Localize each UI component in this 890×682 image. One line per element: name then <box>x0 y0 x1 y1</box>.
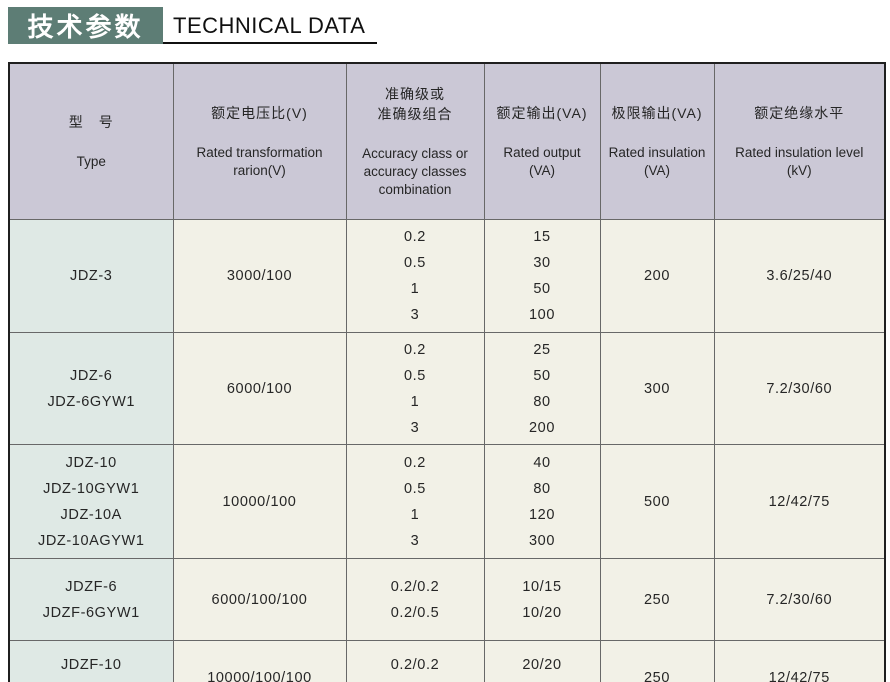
col-header-voltage-ratio-zh: 额定电压比(V) <box>211 105 308 122</box>
col-header-accuracy-class-zh: 准确级或 准确级组合 <box>377 86 453 123</box>
cell-types: JDZ-6 JDZ-6GYW1 <box>8 332 174 446</box>
col-header-rated-output-en: Rated output (VA) <box>503 144 581 178</box>
col-header-rated-output: 额定输出(VA) Rated output (VA) <box>483 62 601 221</box>
cell-voltage-ratio: 6000/100 <box>172 332 347 446</box>
table-header-row: 型 号 Type 额定电压比(V) Rated transformation r… <box>8 62 886 221</box>
cell-rated-output: 25 50 80 200 <box>483 332 601 446</box>
table-body: JDZ-3 3000/100 0.2 0.5 1 3 15 30 50 100 200 3… <box>8 219 886 682</box>
col-header-limit-output-en: Rated insulation (VA) <box>608 144 706 178</box>
col-header-type-zh: 型 号 <box>68 114 114 131</box>
cell-limit-output: 250 <box>599 558 715 642</box>
page-header: 技术参数 TECHNICAL DATA <box>8 6 884 44</box>
cell-voltage-ratio: 6000/100/100 <box>172 558 347 642</box>
col-header-limit-output: 极限输出(VA) Rated insulation (VA) <box>599 62 715 221</box>
table-row: JDZ-6 JDZ-6GYW1 6000/100 0.2 0.5 1 3 25 50 … <box>8 332 886 446</box>
cell-rated-output: 15 30 50 100 <box>483 219 601 334</box>
cell-accuracy-classes: 0.2/0.2 0.2/0.5 <box>345 558 485 642</box>
cell-types: JDZ-10 JDZ-10GYW1 JDZ-10A JDZ-10AGYW1 <box>8 444 174 560</box>
cell-insulation-level: 12/42/75 <box>713 640 886 682</box>
cell-limit-output: 500 <box>599 444 715 560</box>
table-row: JDZF-10 JDZF-10GYW110000/100/1000.2/0.2 … <box>8 640 886 682</box>
cell-limit-output: 250 <box>599 640 715 682</box>
col-header-limit-output-zh: 极限输出(VA) <box>611 105 703 122</box>
table-row: JDZ-3 3000/100 0.2 0.5 1 3 15 30 50 100 200 3… <box>8 219 886 334</box>
cell-voltage-ratio: 3000/100 <box>172 219 347 334</box>
cell-limit-output: 200 <box>599 219 715 334</box>
section-title-zh: 技术参数 <box>27 12 144 42</box>
cell-insulation-level: 7.2/30/60 <box>713 332 886 446</box>
cell-insulation-level: 12/42/75 <box>713 444 886 560</box>
col-header-insulation-level-zh: 额定绝缘水平 <box>754 105 845 122</box>
section-title-en: TECHNICAL DATA <box>163 15 378 44</box>
technical-data-table: 型 号 Type 额定电压比(V) Rated transformation r… <box>8 62 886 682</box>
cell-voltage-ratio: 10000/100 <box>172 444 347 560</box>
section-title-box: 技术参数 <box>8 7 163 44</box>
col-header-insulation-level: 额定绝缘水平 Rated insulation level (kV) <box>713 62 886 221</box>
cell-rated-output: 40 80 120 300 <box>483 444 601 560</box>
cell-accuracy-classes: 0.2 0.5 1 3 <box>345 332 485 446</box>
cell-types: JDZ-3 <box>8 219 174 334</box>
cell-rated-output: 20/20 20/25 <box>483 640 601 682</box>
table-row: JDZF-6 JDZF-6GYW1 6000/100/100 0.2/0.2 0.2… <box>8 558 886 642</box>
cell-types: JDZF-10 JDZF-10GYW1 <box>8 640 174 682</box>
col-header-rated-output-zh: 额定输出(VA) <box>496 105 588 122</box>
col-header-accuracy-class: 准确级或 准确级组合 Accuracy class or accuracy cl… <box>345 62 485 221</box>
col-header-insulation-level-en: Rated insulation level (kV) <box>735 144 864 178</box>
cell-accuracy-classes: 0.2 0.5 1 3 <box>345 444 485 560</box>
col-header-type-en: Type <box>76 153 106 169</box>
col-header-voltage-ratio: 额定电压比(V) Rated transformation rarion(V) <box>172 62 347 221</box>
cell-rated-output: 10/15 10/20 <box>483 558 601 642</box>
cell-accuracy-classes: 0.2 0.5 1 3 <box>345 219 485 334</box>
cell-insulation-level: 7.2/30/60 <box>713 558 886 642</box>
cell-voltage-ratio: 10000/100/100 <box>172 640 347 682</box>
col-header-accuracy-class-en: Accuracy class or accuracy classes combi… <box>362 145 468 198</box>
cell-limit-output: 300 <box>599 332 715 446</box>
cell-types: JDZF-6 JDZF-6GYW1 <box>8 558 174 642</box>
cell-accuracy-classes: 0.2/0.2 0.2/0.5 <box>345 640 485 682</box>
table-row: JDZ-10 JDZ-10GYW1 JDZ-10A JDZ-10AGYW1 100… <box>8 444 886 560</box>
col-header-voltage-ratio-en: Rated transformation rarion(V) <box>196 144 323 178</box>
cell-insulation-level: 3.6/25/40 <box>713 219 886 334</box>
col-header-type: 型 号 Type <box>8 62 174 221</box>
